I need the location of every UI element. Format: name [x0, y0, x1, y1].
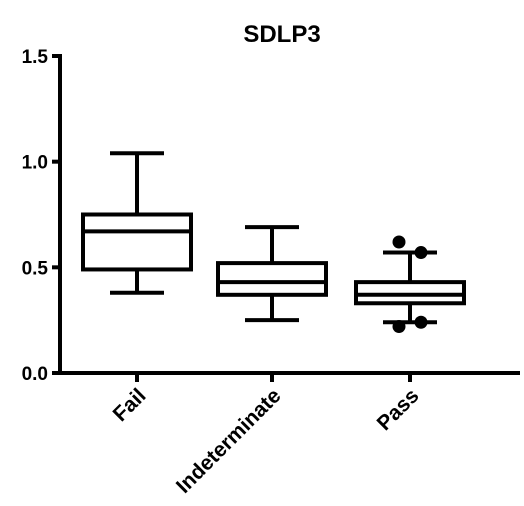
- box-body: [216, 261, 328, 297]
- box-series: [81, 151, 466, 334]
- y-tick-label: 1.5: [22, 47, 49, 68]
- outlier-point: [392, 235, 406, 249]
- box-indeterminate: [216, 225, 328, 323]
- box-fail: [81, 151, 193, 295]
- chart-title: SDLP3: [243, 21, 320, 48]
- outlier-point: [414, 246, 428, 260]
- x-tick-label: Pass: [373, 384, 424, 435]
- x-tick-label: Fail: [109, 384, 151, 426]
- box-pass: [354, 235, 466, 334]
- box-body: [354, 280, 466, 306]
- y-tick-label: 1.0: [22, 153, 48, 174]
- y-tick-label: 0.5: [22, 258, 49, 279]
- y-tick-label: 0.0: [22, 364, 48, 385]
- outlier-point: [414, 315, 428, 329]
- x-tick-label: Indeterminate: [172, 384, 286, 498]
- box-body: [81, 212, 193, 272]
- outlier-point: [392, 320, 406, 334]
